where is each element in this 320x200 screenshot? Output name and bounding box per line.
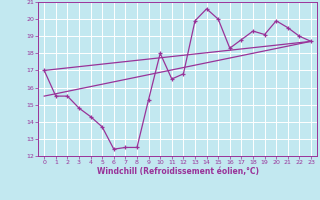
X-axis label: Windchill (Refroidissement éolien,°C): Windchill (Refroidissement éolien,°C): [97, 167, 259, 176]
